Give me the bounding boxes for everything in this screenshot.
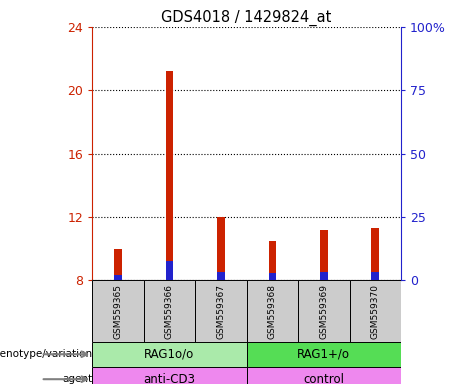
Text: agent: agent	[62, 374, 92, 384]
Text: GSM559370: GSM559370	[371, 283, 380, 339]
Bar	[247, 342, 401, 367]
Bar	[92, 280, 144, 342]
Text: GSM559369: GSM559369	[319, 283, 328, 339]
Text: RAG1+/o: RAG1+/o	[297, 348, 350, 361]
Bar	[92, 342, 247, 367]
Bar	[298, 280, 349, 342]
Bar	[165, 262, 173, 280]
Text: GSM559368: GSM559368	[268, 283, 277, 339]
Title: GDS4018 / 1429824_at: GDS4018 / 1429824_at	[161, 9, 332, 25]
Bar	[349, 280, 401, 342]
Bar	[114, 275, 122, 280]
Bar	[268, 241, 276, 280]
Bar	[114, 249, 122, 280]
Bar	[92, 367, 247, 384]
Bar	[195, 280, 247, 342]
Bar	[247, 280, 298, 342]
Bar	[217, 271, 225, 280]
Bar	[247, 367, 401, 384]
Bar	[372, 271, 379, 280]
Text: RAG1o/o: RAG1o/o	[144, 348, 195, 361]
Bar	[320, 271, 328, 280]
Text: GSM559366: GSM559366	[165, 283, 174, 339]
Bar	[165, 71, 173, 280]
Bar	[372, 228, 379, 280]
Text: genotype/variation: genotype/variation	[0, 349, 92, 359]
Text: GSM559367: GSM559367	[216, 283, 225, 339]
Bar	[320, 230, 328, 280]
Text: control: control	[303, 373, 344, 384]
Bar	[144, 280, 195, 342]
Bar	[217, 217, 225, 280]
Text: GSM559365: GSM559365	[113, 283, 123, 339]
Bar	[268, 273, 276, 280]
Text: anti-CD3: anti-CD3	[143, 373, 195, 384]
